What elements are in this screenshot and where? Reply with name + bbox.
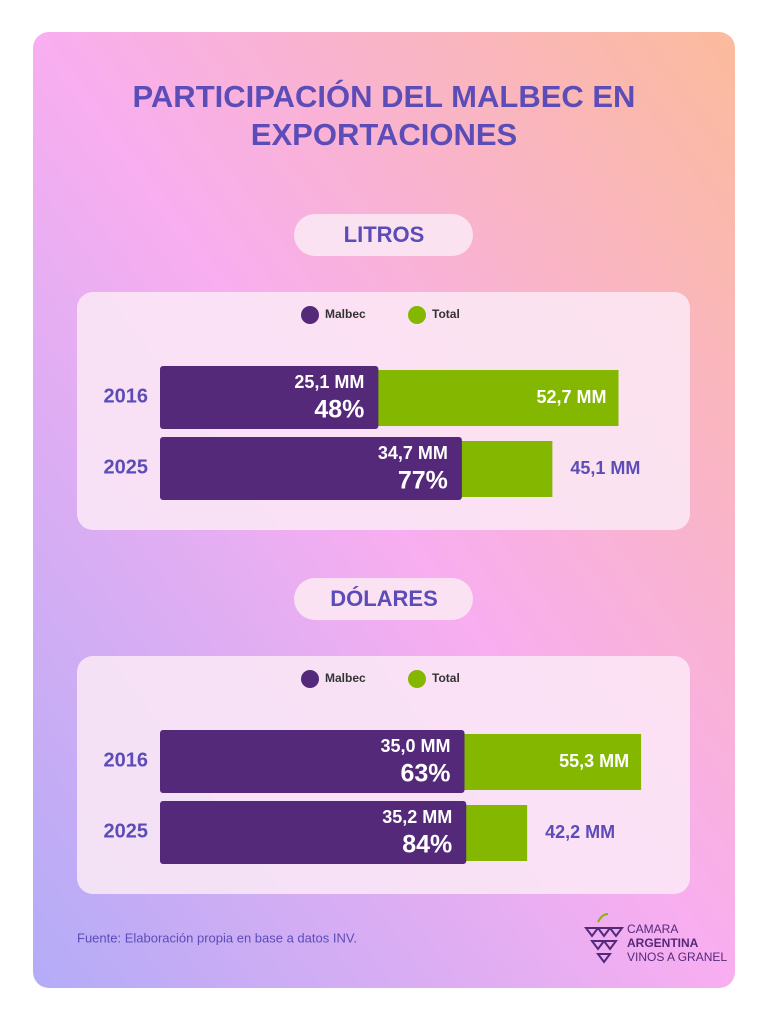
category-label: 2025	[104, 456, 149, 478]
pill	[294, 578, 473, 620]
value-label: 52,7 MM	[536, 387, 606, 407]
chart-title: LITROS	[344, 222, 425, 247]
bar	[160, 801, 467, 864]
category-label: 2016	[104, 749, 149, 771]
share-label: 84%	[402, 831, 452, 859]
share-label: 77%	[398, 467, 448, 495]
legend-label: Total	[432, 307, 460, 321]
pill	[294, 214, 473, 256]
value-label: 55,3 MM	[559, 751, 629, 771]
legend-label: Malbec	[325, 307, 366, 321]
share-label: 63%	[400, 760, 450, 788]
value-label: 45,1 MM	[570, 458, 640, 478]
category-label: 2016	[104, 385, 149, 407]
value-label: 35,2 MM	[382, 807, 452, 827]
legend-swatch	[301, 306, 319, 324]
legend-label: Malbec	[325, 671, 366, 685]
logo-line: CAMARA	[627, 922, 678, 936]
bar	[160, 366, 379, 429]
category-label: 2025	[104, 820, 149, 842]
value-label: 35,0 MM	[380, 736, 450, 756]
logo-line: VINOS A GRANEL	[627, 950, 727, 964]
legend-swatch	[301, 670, 319, 688]
source: Fuente: Elaboración propia en base a dat…	[77, 930, 357, 945]
logo-icon	[584, 913, 624, 964]
chart-title: DÓLARES	[330, 586, 438, 611]
legend-label: Total	[432, 671, 460, 685]
value-label: 34,7 MM	[378, 443, 448, 463]
share-label: 48%	[314, 396, 364, 424]
title: PARTICIPACIÓN DEL MALBEC EN EXPORTACIONE…	[132, 79, 636, 152]
legend-swatch	[408, 670, 426, 688]
logo-line: ARGENTINA	[627, 936, 699, 950]
bar	[160, 437, 462, 500]
value-label: 25,1 MM	[294, 372, 364, 392]
value-label: 42,2 MM	[545, 822, 615, 842]
legend-swatch	[408, 306, 426, 324]
bar	[160, 730, 465, 793]
